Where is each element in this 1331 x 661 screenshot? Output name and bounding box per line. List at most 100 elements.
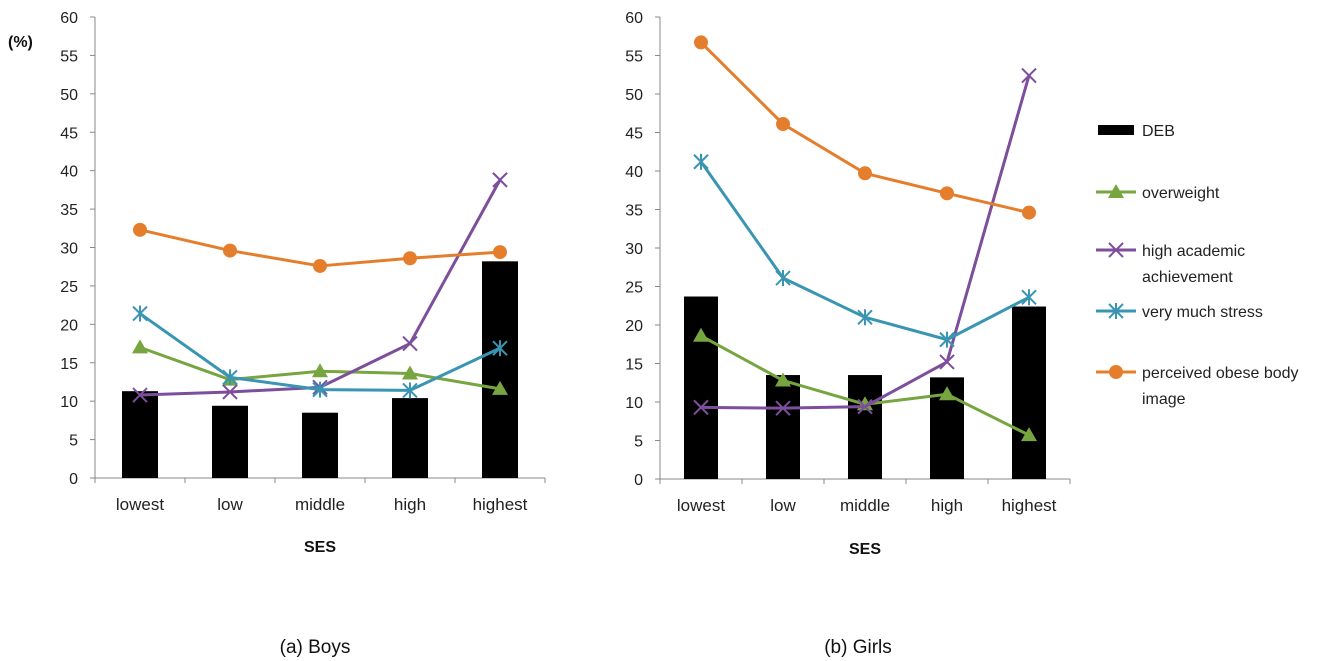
- x-tick-label-high: high: [931, 496, 963, 515]
- point-high-academic-achievement-low-stroke-b: [775, 400, 791, 416]
- point-perceived-obese-body-image-high: [940, 186, 954, 201]
- x-tick-label-low: low: [770, 496, 796, 515]
- point-very-much-stress-low: [775, 270, 791, 287]
- legend-label-academic-1: achievement: [1142, 269, 1233, 286]
- panel-caption: (a) Boys: [280, 637, 351, 658]
- point-high-academic-achievement-lowest-stroke-b: [693, 399, 709, 416]
- point-very-much-stress-lowest: [693, 153, 709, 170]
- point-overweight-lowest: [132, 339, 148, 354]
- point-high-academic-achievement-high-stroke-b: [402, 335, 418, 352]
- y-tick-label: 40: [625, 164, 643, 181]
- legend-label-obese-0: perceived obese body: [1142, 365, 1299, 382]
- series-line-high-academic-achievement: [700, 75, 1031, 410]
- legend-item-academic: high academic achievement: [1096, 242, 1245, 286]
- point-perceived-obese-body-image-middle: [858, 166, 872, 181]
- point-high-academic-achievement-high: [402, 335, 418, 352]
- point-overweight-middle: [312, 363, 328, 378]
- y-tick-label: 40: [60, 164, 78, 181]
- point-perceived-obese-body-image-highest: [493, 245, 507, 260]
- legend-item-obese: perceived obese body image: [1096, 365, 1299, 408]
- bar-deb-lowest: [684, 296, 718, 479]
- y-tick-label: 25: [625, 280, 643, 297]
- point-high-academic-achievement-lowest: [693, 399, 709, 416]
- y-tick-label: 15: [625, 357, 643, 374]
- point-high-academic-achievement-highest-stroke-b: [492, 172, 508, 188]
- point-high-academic-achievement-lowest-stroke-b: [132, 387, 148, 403]
- bar-deb-high: [392, 398, 428, 478]
- point-overweight-highest: [1021, 427, 1037, 442]
- y-tick-label: 50: [625, 87, 643, 104]
- point-high-academic-achievement-highest-stroke-b: [1021, 67, 1037, 84]
- y-tick-label: 5: [69, 433, 78, 450]
- chart-boys: 0 5 10 15 20 25 30 35 40 45 50 55 60 lowest low middle h…: [8, 10, 546, 658]
- y-tick-label: 20: [60, 317, 78, 334]
- chart-girls: 0 5 10 15 20 25 30 35 40 45 50 55 60 lowest low middle h…: [625, 10, 1071, 658]
- point-perceived-obese-body-image-low: [776, 117, 790, 132]
- point-perceived-obese-body-image-middle: [313, 258, 327, 273]
- bar-deb-low: [766, 375, 800, 479]
- point-perceived-obese-body-image-low: [223, 243, 237, 258]
- point-very-much-stress-low: [222, 369, 238, 386]
- bar-deb-highest: [1012, 306, 1046, 479]
- x-tick-label-middle: middle: [840, 496, 890, 515]
- point-high-academic-achievement-highest: [492, 172, 508, 188]
- point-high-academic-achievement-lowest: [132, 387, 148, 403]
- panel-caption: (b) Girls: [824, 637, 892, 658]
- point-perceived-obese-body-image-lowest: [694, 35, 708, 50]
- x-axis-title: SES: [849, 541, 881, 558]
- legend-item-stress: very much stress: [1096, 303, 1263, 321]
- point-very-much-stress-middle: [857, 309, 873, 326]
- x-axis-title: SES: [304, 539, 336, 556]
- point-high-academic-achievement-low: [775, 400, 791, 416]
- bar-deb-middle: [848, 375, 882, 479]
- y-tick-label: 10: [625, 395, 643, 412]
- point-perceived-obese-body-image-highest: [1022, 205, 1036, 220]
- x-tick-label-high: high: [394, 495, 426, 514]
- y-tick-label: 55: [625, 49, 643, 66]
- y-tick-label: 60: [60, 10, 78, 27]
- point-overweight-low: [775, 372, 791, 387]
- point-overweight-high: [402, 365, 418, 380]
- bar-deb-low: [212, 405, 248, 478]
- y-axis-title: (%): [8, 34, 33, 51]
- x-tick-label-lowest: lowest: [116, 495, 164, 514]
- legend-swatch-deb: [1098, 125, 1134, 135]
- y-tick-label: 0: [69, 471, 78, 488]
- y-tick-label: 50: [60, 87, 78, 104]
- y-tick-label: 25: [60, 279, 78, 296]
- y-tick-label: 15: [60, 356, 78, 373]
- x-tick-label-highest: highest: [473, 495, 528, 514]
- x-tick-label-middle: middle: [295, 495, 345, 514]
- point-very-much-stress-highest: [1021, 289, 1037, 306]
- y-tick-label: 0: [634, 472, 643, 489]
- legend-label-overweight-0: overweight: [1142, 185, 1220, 202]
- point-very-much-stress-high: [939, 331, 955, 348]
- point-very-much-stress-lowest: [132, 305, 148, 322]
- y-tick-label: 35: [60, 202, 78, 219]
- y-tick-label: 45: [625, 126, 643, 143]
- point-overweight-highest: [492, 380, 508, 395]
- point-very-much-stress-middle: [312, 381, 328, 398]
- point-high-academic-achievement-high-stroke-b: [939, 354, 955, 370]
- point-high-academic-achievement-middle-stroke-b: [857, 398, 873, 415]
- bar-deb-lowest: [122, 391, 158, 478]
- point-perceived-obese-body-image-high: [403, 251, 417, 266]
- y-tick-label: 30: [625, 241, 643, 258]
- point-very-much-stress-highest: [492, 340, 508, 357]
- legend-swatch-marker-overweight: [1108, 184, 1124, 198]
- legend-swatch-marker-obese: [1109, 365, 1123, 379]
- y-tick-label: 60: [625, 10, 643, 27]
- point-very-much-stress-high: [402, 382, 418, 399]
- point-high-academic-achievement-middle: [857, 398, 873, 415]
- legend-swatch-marker-stress: [1108, 303, 1124, 319]
- legend-item-overweight: overweight: [1096, 184, 1220, 202]
- y-tick-label: 10: [60, 394, 78, 411]
- bar-deb-middle: [302, 412, 338, 478]
- y-tick-label: 5: [634, 434, 643, 451]
- x-tick-label-lowest: lowest: [677, 496, 725, 515]
- point-overweight-high: [939, 386, 955, 401]
- legend-label-academic-0: high academic: [1142, 243, 1245, 260]
- x-tick-label-highest: highest: [1002, 496, 1057, 515]
- point-perceived-obese-body-image-lowest: [133, 222, 147, 237]
